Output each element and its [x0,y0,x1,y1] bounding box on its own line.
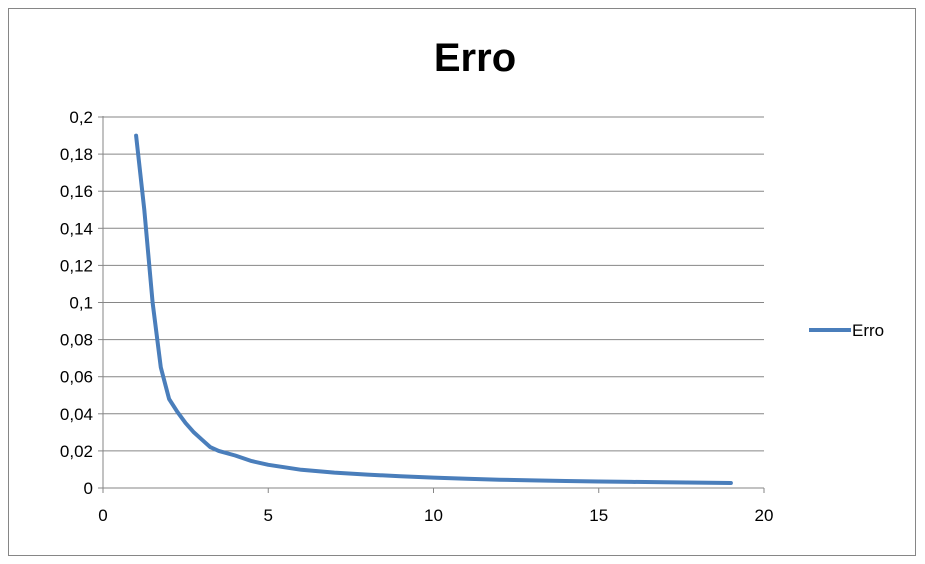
line-chart: Erro 0 0,02 0,04 0,06 0,08 0,1 0,12 0,14 0,16 0,1… [60,36,884,525]
x-tick-label: 15 [589,506,608,525]
y-tick-label: 0,02 [60,442,93,461]
y-tick-label: 0 [84,479,93,498]
y-tick-label: 0,2 [69,108,93,127]
y-tick-label: 0,1 [69,294,93,313]
legend: Erro [809,321,884,340]
legend-label-erro: Erro [852,321,884,340]
series-layer [134,133,733,485]
x-tick-label: 0 [98,506,107,525]
x-tick-label: 20 [755,506,774,525]
series-line-erro [134,133,733,485]
chart-title: Erro [434,36,516,80]
y-tick-label: 0,08 [60,331,93,350]
x-tick-label: 5 [264,506,273,525]
tick-labels: 0 0,02 0,04 0,06 0,08 0,1 0,12 0,14 0,16 0,18 0,2 0… [60,108,774,525]
y-tick-label: 0,18 [60,145,93,164]
y-tick-label: 0,14 [60,219,93,238]
y-tick-label: 0,06 [60,368,93,387]
axes [98,116,765,493]
y-tick-label: 0,16 [60,182,93,201]
y-tick-label: 0,12 [60,256,93,275]
gridlines [103,116,764,452]
chart-area: Erro 0 0,02 0,04 0,06 0,08 0,1 0,12 0,14 0,16 0,1… [8,8,916,556]
y-tick-label: 0,04 [60,405,93,424]
x-tick-label: 10 [424,506,443,525]
